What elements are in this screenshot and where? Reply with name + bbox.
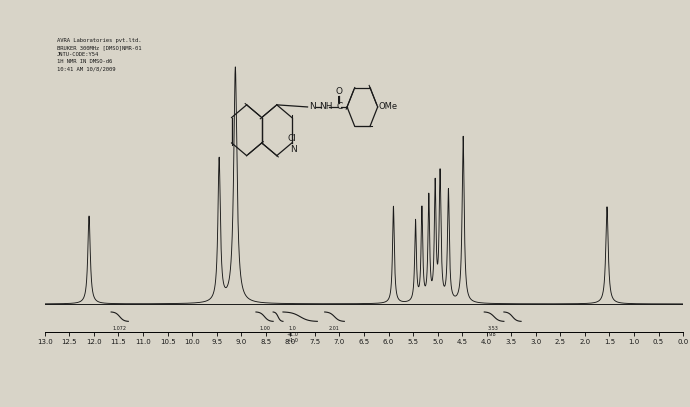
- Text: N: N: [310, 103, 316, 112]
- Text: C: C: [336, 103, 342, 112]
- Text: NH: NH: [319, 103, 333, 112]
- Text: N: N: [290, 145, 297, 154]
- Text: O: O: [336, 87, 343, 96]
- Text: 1.00: 1.00: [259, 326, 270, 331]
- Text: 1.0
+1.0
+1.0: 1.0 +1.0 +1.0: [287, 326, 299, 343]
- Text: OMe: OMe: [379, 103, 398, 112]
- Text: Cl: Cl: [288, 133, 296, 142]
- Text: 2.01: 2.01: [329, 326, 340, 331]
- Text: AVRA Laboratories pvt.ltd.
BRUKER 300MHz [DMSO]NMR-01
JNTU-CODE:Y54
1H NMR IN DM: AVRA Laboratories pvt.ltd. BRUKER 300MHz…: [57, 38, 141, 71]
- Text: 3.53
9.8: 3.53 9.8: [487, 326, 498, 337]
- Text: 1.072: 1.072: [113, 326, 127, 331]
